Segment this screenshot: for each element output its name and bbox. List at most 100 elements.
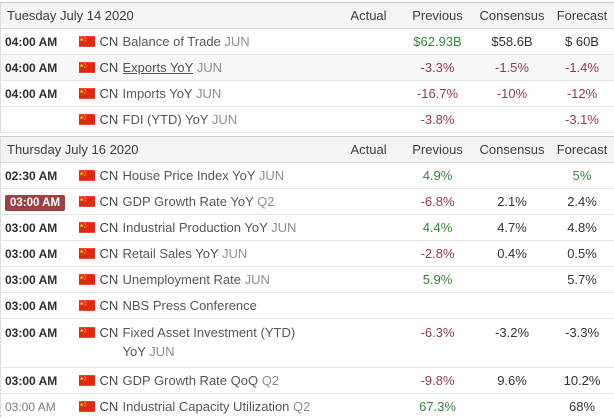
table-row[interactable]: 03:00 AM CN GDP Growth Rate YoY Q2 -6.8%… [0,188,614,215]
china-flag-icon [78,300,95,311]
calendar-section-tuesday: Tuesday July 14 2020 Actual Previous Con… [0,2,614,133]
table-row[interactable]: CN FDI (YTD) YoY JUN -3.8% -3.1% [0,106,614,133]
previous-value: -2.8% [420,246,455,261]
country-code: CN [99,372,119,388]
column-header-consensus: Consensus [474,136,550,163]
section-header-row: Thursday July 16 2020 Actual Previous Co… [0,136,614,163]
column-header-previous: Previous [400,136,475,163]
china-flag-icon [78,114,95,125]
time-label: 03:00 AM [5,373,58,388]
time-label: 03:00 AM [5,299,58,313]
section-date: Tuesday July 14 2020 [0,2,337,29]
consensus-value: 2.1% [497,194,527,209]
country-code: CN [99,60,119,75]
consensus-value: $58.6B [491,34,533,49]
consensus-value: 9.6% [497,372,527,388]
event-link[interactable]: GDP Growth Rate YoY [122,194,254,209]
column-header-consensus: Consensus [474,2,550,29]
previous-value: -16.7% [416,86,459,101]
section-header-row: Tuesday July 14 2020 Actual Previous Con… [0,2,614,29]
table-row[interactable]: 03:00 AM CN Industrial Capacity Utilizat… [0,393,614,418]
consensus-value: -3.2% [495,325,530,340]
event-link[interactable]: FDI (YTD) YoY [122,112,209,127]
china-flag-icon [78,248,95,259]
time-label: 04:00 AM [5,87,58,101]
event-link[interactable]: Exports YoY [122,60,194,75]
previous-value: 4.4% [422,220,453,235]
country-code: CN [99,194,119,209]
period-label: JUN [149,343,175,359]
column-header-forecast: Forecast [549,2,614,29]
period-label: JUN [196,86,222,101]
column-header-previous: Previous [400,2,475,29]
event-link[interactable]: House Price Index YoY [122,168,256,183]
china-flag-icon [78,196,95,207]
country-code: CN [99,86,119,101]
country-code: CN [99,298,119,313]
period-label: JUN [222,246,248,261]
time-label: 03:00 AM [5,247,58,261]
event-link-line2[interactable]: YoY [122,343,146,359]
time-label: 03:00 AM [5,326,58,340]
forecast-value: 10.2% [563,372,601,388]
china-flag-icon [78,88,95,99]
previous-value: -6.8% [420,194,455,209]
period-label: JUN [224,34,250,49]
previous-value: -3.8% [420,112,455,127]
time-label: 04:00 AM [5,35,58,49]
period-label: Q2 [261,372,280,388]
event-link[interactable]: Balance of Trade [122,34,221,49]
column-header-forecast: Forecast [549,136,614,163]
event-link[interactable]: Fixed Asset Investment (YTD) [122,325,296,340]
event-link[interactable]: Industrial Capacity Utilization [122,398,290,414]
forecast-value: $ 60B [565,34,599,49]
time-label: 03:00 AM [5,273,58,287]
event-link[interactable]: Imports YoY [122,86,193,101]
table-row[interactable]: 03:00 AM CN NBS Press Conference [0,292,614,319]
country-code: CN [99,168,119,183]
china-flag-icon [78,274,95,285]
country-code: CN [99,325,119,340]
consensus-value: -1.5% [495,60,529,75]
table-row[interactable]: 04:00 AM CN Exports YoY JUN -3.3% -1.5% … [0,54,614,81]
section-date: Thursday July 16 2020 [0,136,337,163]
period-label: JUN [271,220,297,235]
column-header-actual: Actual [336,136,401,163]
table-row[interactable]: 03:00 AM CN Industrial Production YoY JU… [0,214,614,241]
china-flag-icon [78,222,95,233]
time-label: 03:00 AM [5,399,56,414]
forecast-value: -12% [566,86,598,101]
period-label: JUN [244,272,270,287]
forecast-value: 2.4% [567,194,597,209]
event-link[interactable]: Industrial Production YoY [122,220,268,235]
country-code: CN [99,112,119,127]
period-label: JUN [196,60,222,75]
event-link[interactable]: Unemployment Rate [122,272,242,287]
period-label: JUN [258,168,285,183]
event-link[interactable]: Retail Sales YoY [122,246,219,261]
consensus-value: 4.7% [497,220,527,235]
table-row[interactable]: 03:00 AM CN Fixed Asset Investment (YTD)… [0,318,614,368]
previous-value: 5.9% [422,272,453,287]
table-row[interactable]: 03:00 AM CN Retail Sales YoY JUN -2.8% 0… [0,240,614,267]
previous-value: -3.3% [420,60,455,75]
country-code: CN [99,34,119,49]
previous-value: 67.3% [419,398,456,414]
period-label: Q2 [257,194,275,209]
table-row[interactable]: 04:00 AM CN Imports YoY JUN -16.7% -10% … [0,80,614,107]
event-link[interactable]: GDP Growth Rate QoQ [122,372,259,388]
china-flag-icon [78,62,95,73]
forecast-value: 68% [569,398,596,414]
previous-value: 4.9% [422,168,453,183]
table-row[interactable]: 03:00 AM CN GDP Growth Rate QoQ Q2 -9.8%… [0,367,614,394]
forecast-value: 5.7% [567,272,597,287]
column-header-actual: Actual [336,2,401,29]
event-link[interactable]: NBS Press Conference [122,298,257,313]
forecast-value: 4.8% [567,220,597,235]
table-row[interactable]: 03:00 AM CN Unemployment Rate JUN 5.9% 5… [0,266,614,293]
period-label: Q2 [293,398,311,414]
table-row[interactable]: 04:00 AM CN Balance of Trade JUN $62.93B… [0,28,614,55]
table-row[interactable]: 02:30 AM CN House Price Index YoY JUN 4.… [0,162,614,189]
china-flag-icon [78,36,95,47]
